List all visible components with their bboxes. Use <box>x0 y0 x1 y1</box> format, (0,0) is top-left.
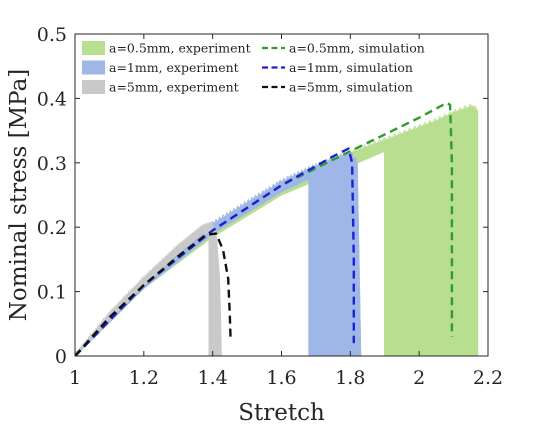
legend-item: a=5mm, simulation <box>262 80 413 95</box>
sim-line-1 <box>75 101 454 356</box>
sim-line-2 <box>75 147 355 356</box>
legend-item: a=0.5mm, simulation <box>262 41 425 56</box>
y-tick-label: 0.2 <box>37 217 67 239</box>
legend-label: a=5mm, experiment <box>109 80 239 95</box>
y-tick-label: 0.5 <box>37 24 67 46</box>
legend-swatch <box>82 60 105 75</box>
x-tick-label: 1 <box>69 367 81 389</box>
band-series-3 <box>75 221 222 356</box>
x-tick-label: 1.6 <box>266 367 296 389</box>
band-cycles-3 <box>208 224 222 356</box>
legend-label: a=5mm, simulation <box>289 80 413 95</box>
legend-item: a=1mm, simulation <box>262 60 413 75</box>
band-series-1 <box>75 103 479 356</box>
legend-item: a=0.5mm, experiment <box>82 41 251 56</box>
sim-line-3 <box>75 232 232 356</box>
y-axis-label: Nominal stress [MPa] <box>6 69 32 322</box>
band-fill-2 <box>75 152 362 356</box>
y-tick-label: 0 <box>55 346 67 368</box>
legend-label: a=0.5mm, experiment <box>109 41 251 56</box>
plot-area <box>75 101 479 356</box>
band-edge-3 <box>75 221 222 356</box>
legend: a=0.5mm, experiment a=1mm, experiment a=5m… <box>82 41 425 95</box>
legend-swatch <box>82 41 105 55</box>
x-axis-label: Stretch <box>238 400 325 426</box>
legend-swatch <box>82 80 105 94</box>
legend-label: a=0.5mm, simulation <box>289 41 425 56</box>
x-tick-label: 2 <box>413 367 425 389</box>
legend-item: a=5mm, experiment <box>82 80 239 95</box>
x-tick-label: 1.8 <box>335 367 365 389</box>
y-tick-label: 0.4 <box>37 88 67 110</box>
legend-label: a=1mm, simulation <box>289 60 413 75</box>
x-tick-label: 2.2 <box>473 367 503 389</box>
legend-item: a=1mm, experiment <box>82 60 239 75</box>
y-tick-label: 0.3 <box>37 153 67 175</box>
band-cycles-1 <box>384 106 478 356</box>
x-tick-label: 1.2 <box>129 367 159 389</box>
legend-label: a=1mm, experiment <box>109 60 239 75</box>
axes: 1 1.2 1.4 1.6 1.8 2 2.2 0 0.1 0.2 0.3 0.4 0.5 <box>37 24 503 389</box>
x-tick-label: 1.4 <box>198 367 228 389</box>
y-tick-label: 0.1 <box>37 282 67 304</box>
band-cycles-2 <box>308 153 362 356</box>
